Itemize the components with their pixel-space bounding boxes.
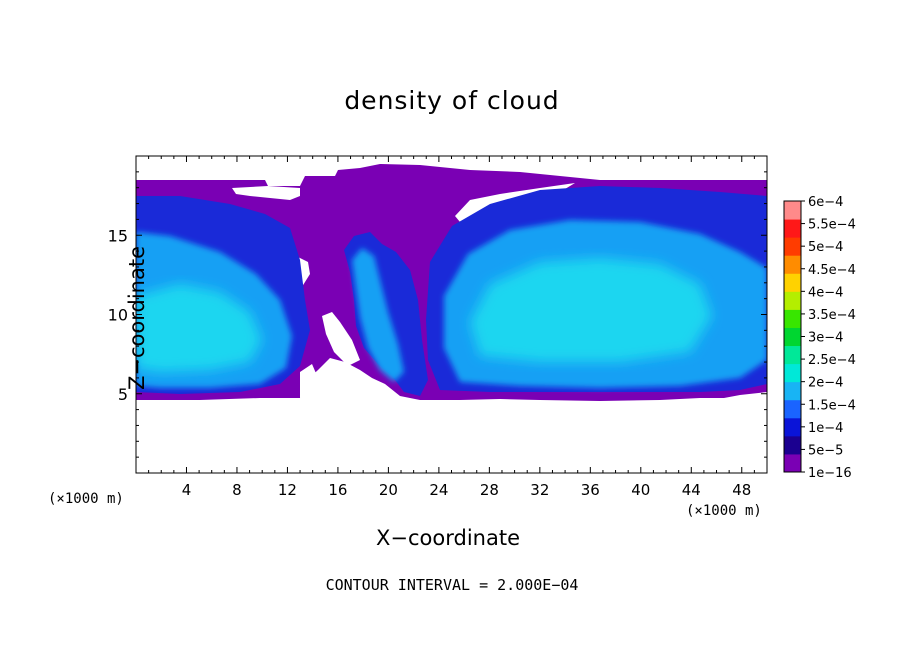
colorbar-label: 1e−16 [808, 466, 852, 481]
colorbar-swatch [784, 381, 801, 401]
colorbar-swatch [784, 327, 801, 347]
colorbar-label: 2e−4 [808, 376, 843, 391]
colorbar-swatch [784, 237, 801, 256]
x-tick-label: 4 [182, 481, 192, 499]
y-tick-label: 10 [108, 306, 128, 325]
colorbar-label: 1.5e−4 [808, 398, 856, 413]
colorbar-swatch [784, 435, 801, 455]
cloud-gap-left [232, 186, 300, 200]
contour-interval-note: CONTOUR INTERVAL = 2.000E−04 [325, 576, 579, 594]
y-tick-label: 5 [118, 385, 128, 404]
colorbar-swatch [784, 345, 801, 365]
x-tick-label: 48 [732, 481, 751, 499]
cloud-gap-lower [322, 312, 360, 366]
x-tick-label: 20 [379, 481, 398, 499]
colorbar-swatch [784, 201, 801, 220]
cloud-region-plume-mid [352, 248, 404, 382]
colorbar-label: 1e−4 [808, 421, 843, 436]
colorbar-swatch [784, 219, 801, 238]
x-tick-label: 28 [480, 481, 499, 499]
x-tick-label: 32 [530, 481, 549, 499]
colorbar-label: 3e−4 [808, 331, 843, 346]
colorbar-swatch [784, 363, 801, 383]
colorbar-swatch [784, 291, 801, 310]
colorbar-label: 4.5e−4 [808, 263, 856, 278]
colorbar-label: 5e−5 [808, 443, 843, 458]
x-unit-label-left: (×1000 m) [48, 491, 124, 507]
colorbar-label: 6e−4 [808, 195, 843, 210]
chart-title: density of cloud [344, 86, 560, 115]
colorbar-swatch [784, 273, 801, 292]
x-tick-label: 40 [631, 481, 650, 499]
x-tick-label: 24 [429, 481, 448, 499]
colorbar-swatch [784, 399, 801, 419]
colorbar-label: 4e−4 [808, 285, 843, 300]
colorbar-label: 5e−4 [808, 240, 843, 255]
x-tick-label: 16 [328, 481, 347, 499]
colorbar-label: 2.5e−4 [808, 353, 856, 368]
cloud-region-left-core [136, 284, 262, 372]
x-axis-label: X−coordinate [376, 526, 520, 550]
x-tick-label: 8 [232, 481, 242, 499]
x-unit-label-right: (×1000 m) [686, 503, 762, 519]
x-tick-label: 12 [278, 481, 297, 499]
x-tick-label: 36 [581, 481, 600, 499]
y-tick-label: 15 [108, 226, 128, 245]
colorbar-label: 3.5e−4 [808, 308, 856, 323]
colorbar-swatch [784, 309, 801, 328]
y-axis-label: Z−coordinate [125, 246, 149, 390]
x-tick-label: 44 [682, 481, 701, 499]
colorbar-label: 5.5e−4 [808, 218, 856, 233]
colorbar-swatch [784, 255, 801, 274]
colorbar: 1e−16 5e−5 1e−4 1.5e−4 2e−4 2.5e−4 3e−4 3.5e−4 4… [783, 195, 856, 481]
colorbar-swatch [784, 453, 801, 473]
cloud-region-right-core [470, 258, 712, 362]
colorbar-swatch [784, 417, 801, 437]
cloud-density-field [136, 164, 767, 401]
cloud-gap-small [300, 364, 318, 398]
